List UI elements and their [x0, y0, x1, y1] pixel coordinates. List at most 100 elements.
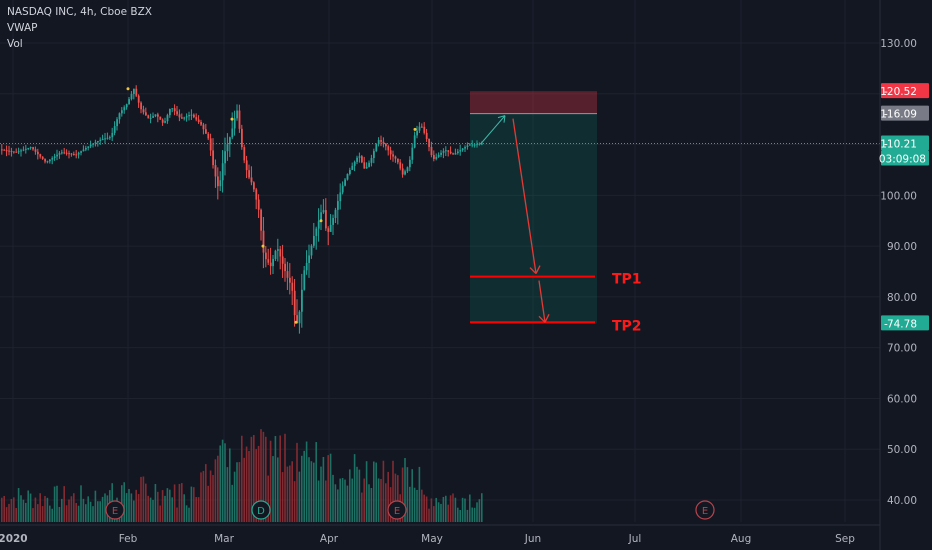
candle-body [125, 104, 128, 108]
vwap-mark [261, 244, 265, 248]
volume-bar [97, 501, 99, 522]
candle-body [373, 151, 375, 159]
volume-bar [46, 497, 49, 522]
candle-body [94, 142, 97, 144]
time-axis[interactable]: 2020 Feb Mar Apr May Jun Jul Aug Sep [0, 524, 880, 545]
stop-price-tag[interactable]: 120.52- [880, 83, 929, 99]
earnings-marker[interactable]: E [105, 500, 125, 520]
volume-bar [34, 497, 37, 522]
volume-bar [322, 457, 325, 522]
candle-body [130, 93, 133, 100]
volume-bar [301, 455, 303, 522]
stop-loss-zone[interactable] [470, 91, 597, 114]
volume-bar [425, 496, 428, 522]
vwap-mark [126, 87, 130, 91]
volume-bar [440, 503, 442, 522]
volume-bar [394, 473, 397, 522]
volume-bar [375, 462, 377, 522]
candle-body [291, 282, 294, 291]
vwap-mark [413, 127, 417, 131]
candle-body [447, 150, 450, 152]
volume-bar [435, 497, 437, 522]
event-label: E [702, 506, 708, 517]
candle-body [219, 180, 222, 187]
volume-bar [183, 494, 185, 522]
candle-body [13, 151, 15, 153]
volume-bar [92, 506, 94, 522]
volume-bar [212, 475, 214, 522]
candle-body [265, 252, 267, 260]
volume-bar [317, 480, 320, 522]
volume-bar [243, 457, 245, 522]
candle-body [361, 156, 363, 163]
last-price-tag[interactable]: 110.21- [880, 135, 929, 151]
price-tick-label: 50.00 [887, 444, 917, 456]
candle-body [44, 159, 46, 162]
volume-bar [10, 498, 13, 522]
volume-bar [411, 469, 413, 522]
volume-bar [217, 455, 219, 522]
volume-bar [205, 464, 207, 522]
volume-bar [277, 457, 279, 522]
volume-bar [51, 508, 53, 522]
candle-body [308, 255, 310, 263]
volume-bar [327, 455, 329, 522]
vwap-mark [230, 117, 234, 121]
volume-bar [284, 433, 286, 522]
short-position-tool[interactable] [470, 91, 597, 324]
volume-bar [164, 495, 166, 522]
candle-body [15, 151, 18, 153]
volume-bar [351, 478, 353, 522]
candle-body [454, 153, 457, 155]
volume-bar [77, 505, 80, 522]
price-axis[interactable]: 130.00120.00110.00100.0090.0080.0070.006… [879, 0, 929, 550]
entry-price-tag[interactable]: 116.09- [880, 105, 929, 121]
target-price-tag[interactable]: 74.78- [881, 315, 929, 331]
volume-bar [466, 509, 469, 522]
candle-body [82, 149, 85, 152]
candle-body [327, 228, 330, 232]
event-label: E [112, 506, 118, 517]
vwap-mark [294, 320, 298, 324]
candle-body [346, 174, 349, 180]
candle-body [58, 153, 61, 155]
volume-bar [397, 475, 399, 522]
symbol-title[interactable]: NASDAQ INC, 4h, Cboe BZX [7, 6, 152, 18]
candle-body [142, 109, 145, 113]
vwap-indicator-label[interactable]: VWAP [7, 22, 38, 34]
candle-body [387, 146, 390, 151]
earnings-marker[interactable]: E [387, 500, 407, 520]
candle-body [279, 249, 282, 257]
volume-bar [289, 465, 291, 522]
profit-zone[interactable] [470, 113, 597, 324]
volume-bar [56, 485, 58, 522]
earnings-marker[interactable]: E [695, 500, 715, 520]
volume-bar [293, 481, 296, 522]
price-tag-dash: - [884, 138, 888, 150]
candle-body [464, 146, 466, 149]
candle-body [226, 144, 229, 152]
volume-bar [137, 494, 140, 522]
candle-body [65, 152, 68, 154]
volume-indicator-label[interactable]: Vol [7, 38, 23, 50]
volume-bar [442, 496, 445, 522]
volume-bar [152, 499, 154, 522]
candle-body [137, 95, 140, 103]
volume-bar [457, 507, 459, 522]
candle-body [37, 151, 39, 155]
candle-body [365, 166, 368, 169]
volume-bar [373, 461, 375, 522]
candle-body [183, 117, 186, 119]
volume-bar [61, 498, 63, 522]
candle-body [473, 144, 476, 146]
volume-bar [481, 493, 483, 522]
volume-bar [363, 478, 365, 522]
candle-body [147, 115, 150, 119]
volume-bar [181, 483, 183, 522]
volume-bar [296, 442, 298, 522]
volume-bar [5, 507, 8, 522]
candle-body [353, 161, 356, 166]
dividend-marker[interactable]: D [251, 500, 271, 520]
candle-body [281, 256, 284, 264]
